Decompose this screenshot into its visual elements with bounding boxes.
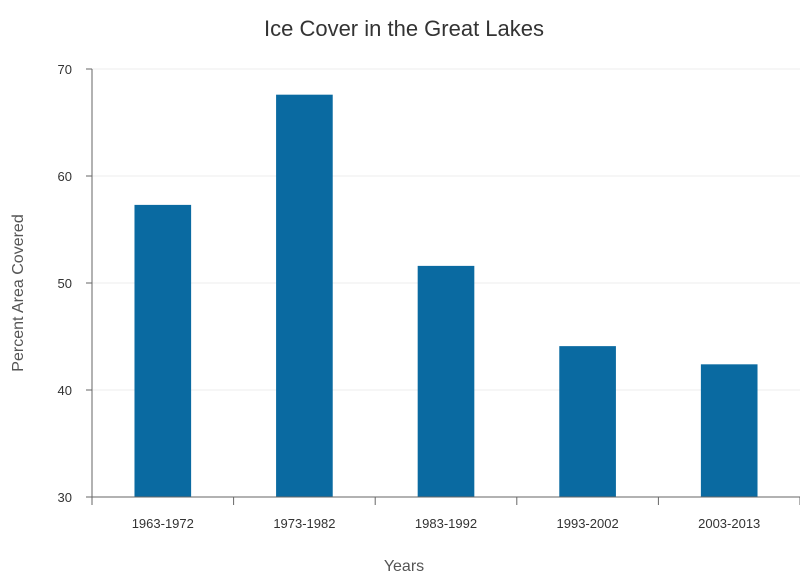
bar [134, 204, 192, 497]
bars [134, 94, 758, 498]
x-tick-label: 1973-1982 [273, 516, 335, 531]
x-axis-label: Years [384, 558, 424, 575]
x-tick-label: 1993-2002 [557, 516, 619, 531]
bar [700, 364, 758, 497]
x-tick-label: 2003-2013 [698, 516, 760, 531]
bar [276, 94, 333, 498]
bar [559, 346, 616, 497]
y-axis-label: Percent Area Covered [10, 214, 27, 371]
y-tick-label: 60 [58, 169, 72, 184]
chart-title: Ice Cover in the Great Lakes [264, 16, 544, 41]
y-tick-label: 30 [58, 490, 72, 505]
x-tick-label: 1963-1972 [132, 516, 194, 531]
bar [417, 265, 475, 497]
y-tick-label: 40 [58, 383, 72, 398]
axes: 30 40 50 60 70 1963-1972 1973-1982 1983-1992 199… [58, 62, 800, 531]
x-tick-label: 1983-1992 [415, 516, 477, 531]
y-tick-label: 70 [58, 62, 72, 77]
y-tick-label: 50 [58, 276, 72, 291]
